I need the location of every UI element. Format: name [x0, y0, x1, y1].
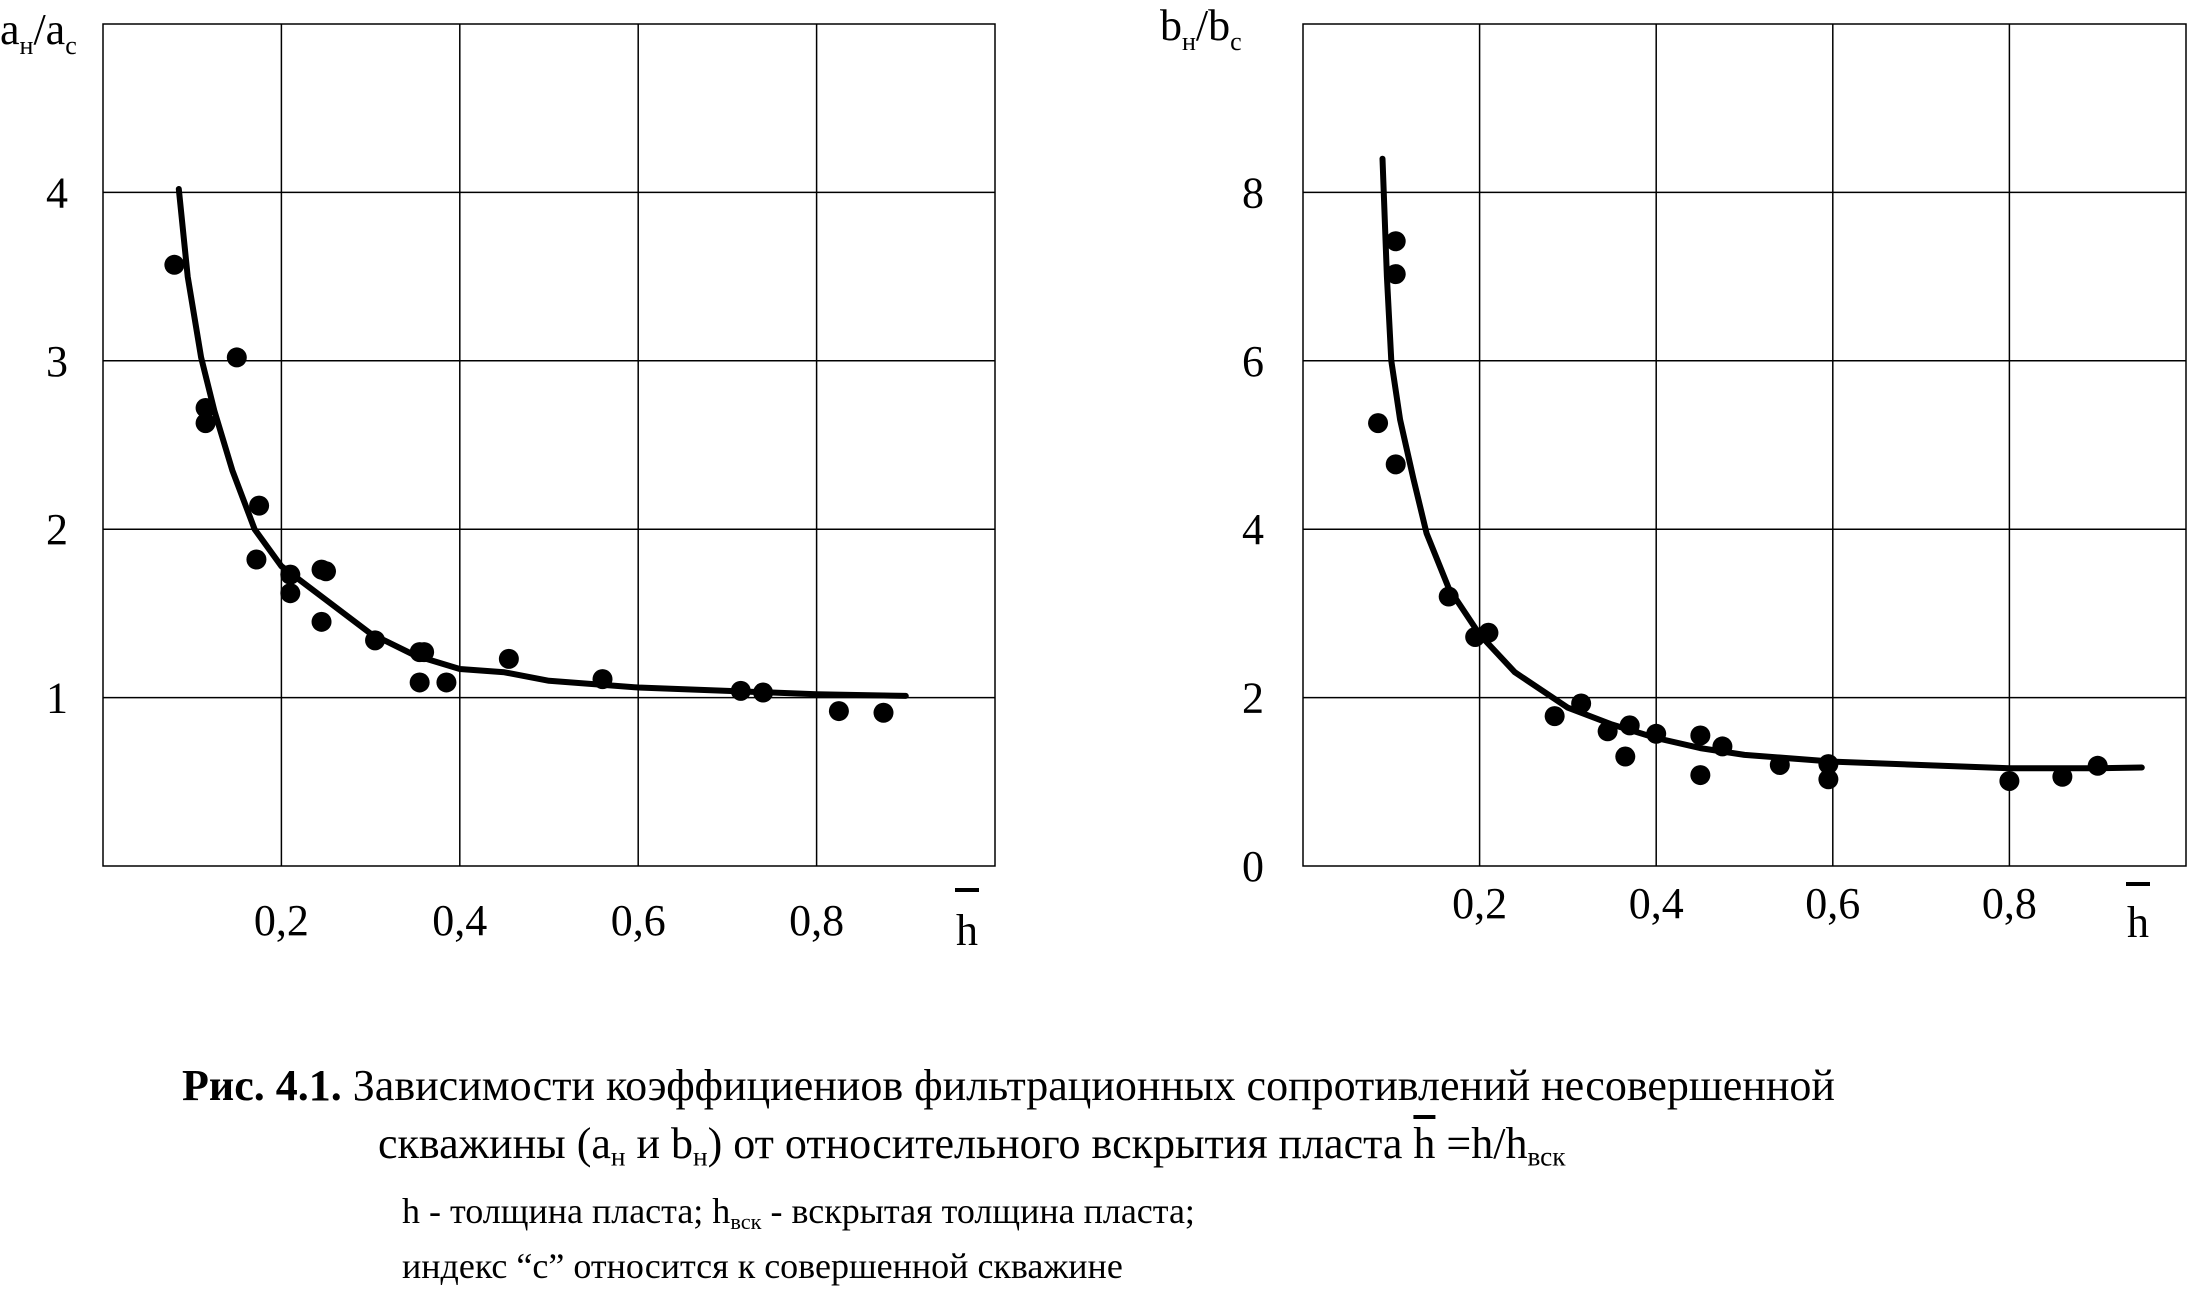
chart-right-y-tick-label-3: 6: [1242, 337, 1264, 386]
chart-left-point-10: [311, 611, 332, 632]
chart-right-point-17: [1818, 754, 1839, 775]
chart-right-point-1: [1385, 231, 1406, 252]
chart-left-x-tick-label-1: 0,4: [432, 896, 487, 945]
chart-left-x-tick-label-3: 0,8: [789, 896, 844, 945]
chart-right-y-tick-label-1: 2: [1242, 674, 1264, 723]
chart-right-point-2: [1385, 264, 1406, 285]
chart-right-point-7: [1544, 706, 1565, 727]
chart-left-point-1: [195, 397, 216, 418]
chart-left-curve: [175, 186, 909, 699]
chart-left-point-18: [730, 680, 751, 701]
chart-right-point-12: [1646, 723, 1667, 744]
chart-right-point-0: [1368, 413, 1389, 434]
chart-right-point-20: [2052, 766, 2073, 787]
chart-left-tick-labels: 0,2 0,4 0,6 0,8 1 2 3 4: [46, 168, 844, 945]
chart-left-point-19: [753, 682, 774, 703]
chart-right-fit-curve: [1379, 155, 2145, 772]
caption-line-3: h - толщина пласта; hвск - вскрытая толщ…: [402, 1191, 1195, 1235]
chart-right-point-13: [1690, 725, 1711, 746]
chart-left-point-3: [226, 347, 247, 368]
chart-left-point-4: [249, 495, 270, 516]
chart-right-point-14: [1690, 765, 1711, 786]
chart-left-point-0: [164, 254, 185, 275]
chart-left-grid: [103, 24, 995, 866]
chart-left-point-14: [409, 672, 430, 693]
chart-right-point-6: [1478, 622, 1499, 643]
chart-right-grid: [1303, 24, 2186, 866]
chart-left-y-tick-label-2: 3: [46, 337, 68, 386]
svg-text:h: h: [2127, 898, 2149, 947]
chart-right-point-19: [1999, 770, 2020, 791]
chart-left-point-17: [592, 669, 613, 690]
chart-right-axes: [1302, 23, 2187, 867]
chart-right-y-tick-label-0: 0: [1242, 842, 1264, 891]
chart-right-point-10: [1619, 715, 1640, 736]
chart-left-x-tick-label-2: 0,6: [611, 896, 666, 945]
chart-right-x-tick-label-1: 0,4: [1629, 879, 1684, 928]
chart-right-x-tick-label-0: 0,2: [1452, 879, 1507, 928]
chart-left-point-21: [873, 702, 894, 723]
chart-left-points: [164, 254, 894, 723]
chart-right-point-9: [1597, 721, 1618, 742]
caption-line-4: индекс “с” относится к совершенной скваж…: [402, 1246, 1123, 1286]
chart-left-x-axis-label: h: [955, 888, 979, 955]
chart-right-frame: [1302, 23, 2187, 867]
chart-right-point-4: [1438, 586, 1459, 607]
chart-right-point-15: [1712, 736, 1733, 757]
chart-left-axes: [102, 23, 996, 867]
chart-right-tick-labels: 0,2 0,4 0,6 0,8 0 2 4 6 8: [1242, 168, 2037, 928]
chart-left-frame: [102, 23, 996, 867]
chart-left-point-15: [436, 672, 457, 693]
chart-left-point-13: [414, 642, 435, 663]
chart-left-x-tick-label-0: 0,2: [254, 896, 309, 945]
chart-right-x-axis-label: h: [2126, 882, 2150, 947]
chart-left-point-20: [828, 701, 849, 722]
chart-left-y-axis-label: aн/aс: [0, 5, 77, 60]
chart-right-points: [1368, 231, 2108, 791]
chart-left-y-tick-label-0: 1: [46, 674, 68, 723]
chart-left-y-tick-label-1: 2: [46, 505, 68, 554]
chart-right-x-tick-label-3: 0,8: [1982, 879, 2037, 928]
chart-right-y-tick-label-4: 8: [1242, 168, 1264, 217]
chart-right-point-3: [1385, 454, 1406, 475]
chart-left-point-6: [280, 564, 301, 585]
chart-right-point-8: [1571, 693, 1592, 714]
chart-left-point-2: [195, 413, 216, 434]
chart-left: 0,2 0,4 0,6 0,8 1 2 3 4 aн/aс h: [0, 5, 996, 955]
chart-left-point-9: [316, 561, 336, 582]
svg-text:h: h: [956, 906, 978, 955]
chart-left-point-5: [246, 549, 267, 570]
chart-right-point-11: [1615, 746, 1636, 767]
chart-right-point-18: [1818, 769, 1839, 790]
chart-right: 0,2 0,4 0,6 0,8 0 2 4 6 8 bн/bс h: [1160, 1, 2187, 947]
chart-right-curve: [1379, 155, 2145, 772]
chart-left-point-7: [280, 583, 301, 604]
chart-left-y-tick-label-3: 4: [46, 168, 68, 217]
chart-right-point-21: [2087, 755, 2108, 776]
caption-line-2: скважины (ан и bн) от относительного вск…: [378, 1119, 1566, 1172]
chart-left-point-16: [498, 648, 519, 669]
figure-label: Рис. 4.1.: [182, 1061, 342, 1110]
caption-line-1: Рис. 4.1. Зависимости коэффициениов филь…: [182, 1061, 1835, 1110]
chart-right-x-tick-label-2: 0,6: [1805, 879, 1860, 928]
chart-left-point-11: [365, 630, 386, 651]
chart-right-y-axis-label: bн/bс: [1160, 1, 1242, 56]
chart-right-point-16: [1769, 754, 1790, 775]
chart-left-fit-curve: [175, 186, 909, 699]
chart-right-y-tick-label-2: 4: [1242, 505, 1264, 554]
